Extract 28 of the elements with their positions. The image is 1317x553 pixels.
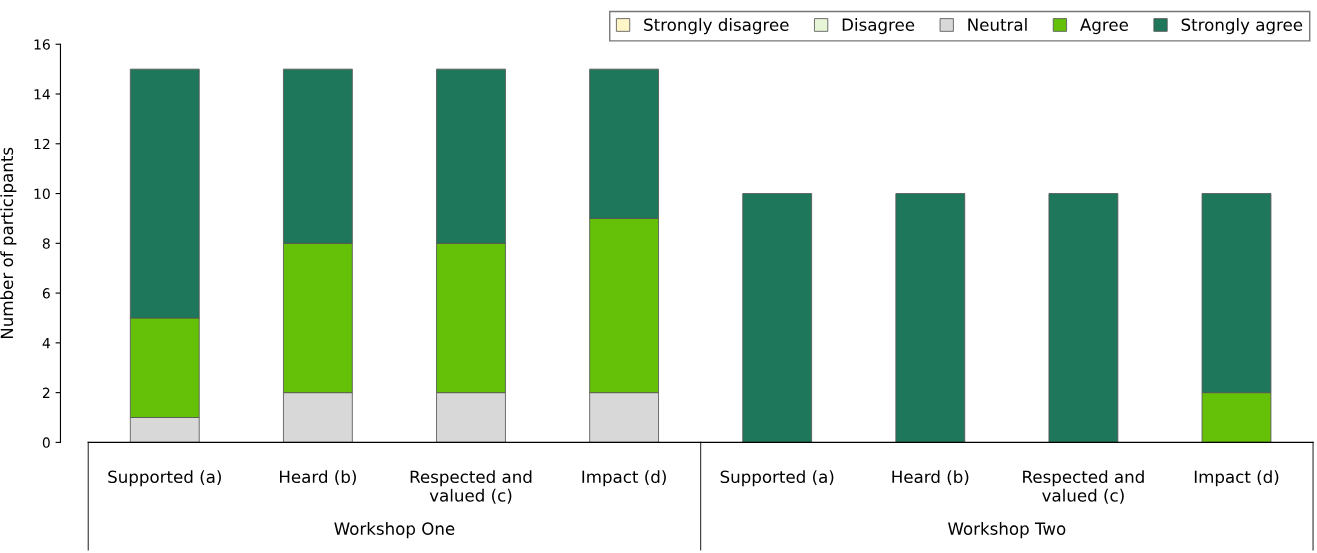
x-tick-label: Respected and valued (c) [1023,470,1144,504]
legend-label: Strongly agree [1181,18,1303,35]
y-tick-label: 16 [34,39,50,50]
x-tick-label: Supported (a) [720,470,834,487]
x-tick-label: Supported (a) [108,470,221,487]
legend-label: Neutral [968,18,1027,32]
y-tick-label: 14 [34,89,50,100]
legend-label: Agree [1080,18,1128,35]
x-tick-label: Impact (d) [1194,470,1279,487]
legend-label: Disagree [842,18,915,35]
y-tick-label: 2 [42,387,50,398]
bar [1048,193,1119,443]
y-axis-title: Number of participants [0,147,17,339]
x-tick-label: Heard (b) [892,470,969,486]
y-tick-label: 10 [34,188,50,200]
bar [895,193,966,443]
y-tick-label: 4 [42,338,50,349]
y-tick-label: 0 [42,437,50,448]
x-tick-label: Impact (d) [582,470,666,487]
bar [742,193,813,443]
y-tick-label: 6 [42,288,50,299]
y-tick-label: 12 [34,138,50,150]
x-tick-label: Heard (b) [280,470,356,486]
text: Workshop Two [948,522,1066,539]
y-tick-label: 8 [42,238,50,249]
x-tick-label: Respected and valued (c) [410,470,532,504]
text: Workshop One [334,522,455,539]
legend-label: Strongly disagree [644,18,789,35]
